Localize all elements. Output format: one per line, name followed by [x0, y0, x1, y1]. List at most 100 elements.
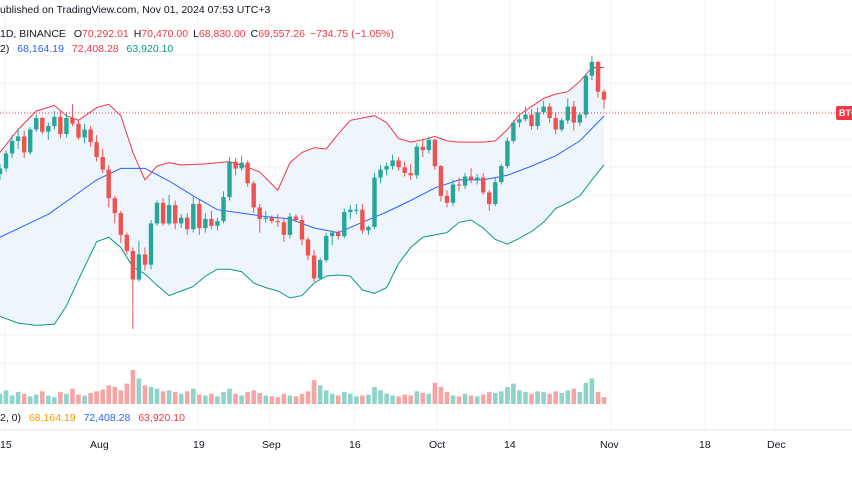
candle-body — [432, 139, 438, 167]
candle-body — [118, 213, 123, 235]
candle-body — [227, 161, 232, 198]
candle-body — [402, 167, 407, 173]
candle — [227, 157, 232, 201]
change-value: −734.75 (−1.05%) — [309, 28, 394, 40]
volume-legend: 2, 0) 68,164.19 72,408.28 63,920.10 — [0, 411, 190, 425]
candle-body — [305, 239, 311, 256]
volume-bar — [184, 391, 190, 405]
candle — [148, 220, 154, 270]
candle — [94, 135, 99, 162]
volume-bar — [432, 382, 438, 405]
x-tick-label: Nov — [600, 439, 619, 451]
candle — [3, 150, 9, 172]
candle-body — [426, 139, 431, 151]
candle-body — [324, 236, 329, 261]
candle — [577, 112, 582, 126]
candle-body — [22, 136, 27, 153]
volume-bar — [444, 392, 450, 404]
candle — [493, 177, 498, 207]
volume-bar — [456, 396, 462, 404]
volume-bar — [474, 396, 480, 404]
candle — [523, 106, 528, 122]
candle-body — [577, 114, 582, 123]
candle — [324, 232, 329, 263]
volume-bar — [420, 392, 426, 404]
x-tick-label: 15 — [0, 439, 12, 451]
candle-body — [245, 162, 250, 184]
candle — [245, 160, 250, 187]
candle-body — [82, 129, 87, 138]
candle — [166, 194, 172, 226]
candle-body — [154, 202, 160, 224]
open-label: O — [73, 28, 83, 40]
candle-body — [173, 205, 178, 224]
open-value: 70,292.01 — [82, 28, 129, 40]
low-label: L — [193, 28, 199, 40]
candle-body — [589, 61, 595, 76]
symbol-label[interactable]: 1D, BINANCE — [0, 28, 66, 40]
candle-body — [462, 176, 468, 186]
volume-bar — [571, 388, 577, 404]
candle — [70, 104, 75, 126]
candle-body — [275, 221, 280, 223]
x-tick-label: Aug — [90, 439, 109, 451]
candle — [112, 195, 117, 224]
candle-body — [499, 166, 504, 183]
candle — [9, 135, 15, 159]
candle — [179, 214, 184, 228]
candle-body — [450, 184, 456, 203]
candle-body — [15, 136, 21, 141]
candle-body — [160, 202, 166, 224]
candle — [541, 100, 546, 115]
candle-body — [511, 122, 516, 141]
symbol-ohlc-line: 1D, BINANCE O70,292.01 H70,470.00 L68,830.… — [0, 27, 404, 41]
candle-body — [595, 61, 601, 92]
candle — [305, 237, 311, 261]
volume-bar — [577, 392, 583, 404]
candle — [348, 205, 353, 219]
volume-bar — [462, 393, 468, 404]
candle — [191, 197, 196, 233]
candle-body — [481, 177, 486, 193]
volume-bar — [52, 397, 57, 404]
low-value: 68,830.00 — [198, 28, 246, 40]
candle-body — [330, 232, 335, 236]
candle-body — [46, 126, 51, 132]
candle — [414, 143, 419, 179]
candle-body — [475, 177, 480, 180]
volume-bar — [154, 388, 160, 404]
candle — [52, 111, 57, 130]
candlesticks — [0, 56, 607, 329]
volume-legend-prefix[interactable]: 2, 0) — [0, 412, 22, 424]
candle-body — [420, 146, 425, 151]
candle-body — [106, 169, 111, 199]
x-axis-labels: 15 Aug 19 Sep 16 Oct 14 Nov 18 Dec — [0, 439, 786, 451]
volume-bar — [293, 396, 299, 404]
volume-bar — [46, 395, 51, 404]
candle — [384, 162, 389, 176]
candle-body — [257, 207, 262, 219]
volume-bar — [245, 392, 250, 404]
volume-lower-value: 63,920.10 — [138, 412, 185, 424]
candle-body — [384, 166, 389, 170]
candle-body — [40, 118, 45, 132]
candle — [88, 126, 93, 147]
candle — [15, 128, 21, 149]
volume-bar — [311, 380, 317, 404]
candle-body — [571, 106, 576, 123]
candle — [487, 190, 492, 211]
candle-body — [360, 209, 365, 231]
volume-bar — [329, 393, 335, 404]
bb-legend-prefix[interactable]: 2) — [0, 43, 10, 55]
candle-body — [553, 118, 558, 130]
volume-bar — [88, 392, 93, 404]
x-tick-label: 16 — [349, 439, 361, 451]
candle-body — [263, 217, 268, 219]
candle-body — [70, 118, 75, 124]
candle-body — [203, 218, 208, 229]
candle — [209, 210, 214, 230]
candle-body — [0, 168, 3, 175]
candle — [215, 217, 220, 231]
volume-bar — [27, 396, 33, 404]
